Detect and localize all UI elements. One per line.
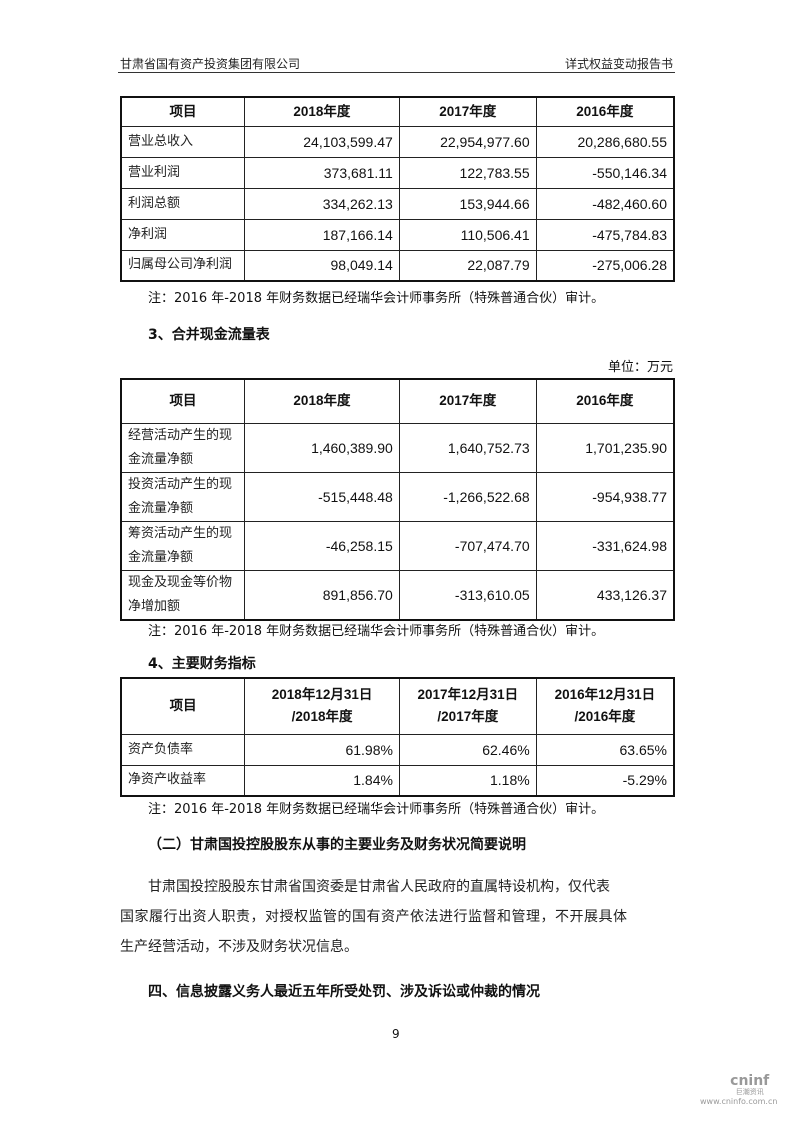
- cell-value: 20,286,680.55: [535, 125, 675, 158]
- cell-value: 63.65%: [535, 733, 675, 766]
- column-header: 项目: [120, 96, 246, 127]
- cell-value: 1,640,752.73: [398, 422, 537, 473]
- indicators-table: 项目 2018年12月31日 /2018年度 2017年12月31日 /2017年度…: [120, 677, 675, 797]
- row-label: 经营活动产生的现金流量净额: [120, 422, 246, 473]
- header-row: 项目 2018年12月31日 /2018年度 2017年12月31日 /2017年度…: [120, 677, 675, 735]
- row-label: 筹资活动产生的现金流量净额: [120, 520, 246, 571]
- row-label: 营业利润: [120, 156, 246, 189]
- table-row: 归属母公司净利润 98,049.14 22,087.79 -275,006.28: [120, 249, 675, 282]
- section-3-title: 3、合并现金流量表: [148, 327, 270, 343]
- cell-value: 433,126.37: [535, 569, 675, 620]
- column-header: 项目: [120, 677, 246, 735]
- row-label: 利润总额: [120, 187, 246, 220]
- row-label: 净资产收益率: [120, 764, 246, 797]
- header-row: 项目 2018年度 2017年度 2016年度: [120, 96, 675, 127]
- cell-value: -313,610.05: [398, 569, 537, 620]
- section-b-title: （二）甘肃国投控股股东从事的主要业务及财务状况简要说明: [148, 837, 526, 853]
- row-label: 资产负债率: [120, 733, 246, 766]
- paragraph-line: 国家履行出资人职责，对授权监管的国有资产依法进行监督和管理，不开展具体: [120, 909, 628, 925]
- cell-value: 1,701,235.90: [535, 422, 675, 473]
- income-table: 项目 2018年度 2017年度 2016年度 营业总收入 24,103,599.47 22…: [120, 96, 675, 282]
- column-header: 2018年度: [244, 378, 400, 424]
- header-rule: [118, 72, 675, 73]
- row-label: 投资活动产生的现金流量净额: [120, 471, 246, 522]
- cell-value: -482,460.60: [535, 187, 675, 220]
- audit-note-1: 注：2016 年-2018 年财务数据已经瑞华会计师事务所（特殊普通合伙）审计。: [148, 291, 605, 306]
- column-header: 2016年度: [535, 96, 675, 127]
- page-number: 9: [392, 1027, 400, 1041]
- cell-value: -475,784.83: [535, 218, 675, 251]
- table-row: 净利润 187,166.14 110,506.41 -475,784.83: [120, 218, 675, 251]
- paragraph-line: 甘肃国投控股股东甘肃省国资委是甘肃省人民政府的直属特设机构，仅代表: [148, 879, 610, 895]
- cell-value: 891,856.70: [244, 569, 400, 620]
- cell-value: 22,087.79: [398, 249, 537, 282]
- cell-value: 62.46%: [398, 733, 537, 766]
- cell-value: 98,049.14: [244, 249, 400, 282]
- cashflow-table: 项目 2018年度 2017年度 2016年度 经营活动产生的现金流量净额 1,460,3…: [120, 378, 675, 621]
- cell-value: 22,954,977.60: [398, 125, 537, 158]
- cell-value: 334,262.13: [244, 187, 400, 220]
- audit-note-2: 注：2016 年-2018 年财务数据已经瑞华会计师事务所（特殊普通合伙）审计。: [148, 624, 605, 639]
- row-label: 归属母公司净利润: [120, 249, 246, 282]
- section-4-title: 4、主要财务指标: [148, 656, 256, 672]
- cell-value: 61.98%: [244, 733, 400, 766]
- cell-value: -5.29%: [535, 764, 675, 797]
- paragraph-line: 生产经营活动，不涉及财务状况信息。: [120, 939, 358, 955]
- table-row: 资产负债率 61.98% 62.46% 63.65%: [120, 733, 675, 766]
- cell-value: 153,944.66: [398, 187, 537, 220]
- column-header: 2016年度: [535, 378, 675, 424]
- cell-value: 187,166.14: [244, 218, 400, 251]
- column-header: 项目: [120, 378, 246, 424]
- header-company: 甘肃省国有资产投资集团有限公司: [120, 57, 301, 71]
- watermark-sub: 巨潮资讯: [735, 1088, 764, 1096]
- column-header: 2018年12月31日 /2018年度: [244, 677, 400, 735]
- column-header: 2017年度: [398, 378, 537, 424]
- cell-value: 1.84%: [244, 764, 400, 797]
- cell-value: -550,146.34: [535, 156, 675, 189]
- column-header: 2016年12月31日 /2016年度: [535, 677, 675, 735]
- cell-value: -331,624.98: [535, 520, 675, 571]
- cell-value: -954,938.77: [535, 471, 675, 522]
- column-header: 2018年度: [244, 96, 400, 127]
- cell-value: 110,506.41: [398, 218, 537, 251]
- table-row: 经营活动产生的现金流量净额 1,460,389.90 1,640,752.73 1,7…: [120, 422, 675, 473]
- cell-value: -275,006.28: [535, 249, 675, 282]
- cell-value: 24,103,599.47: [244, 125, 400, 158]
- unit-label: 单位：万元: [607, 360, 673, 375]
- table-row: 现金及现金等价物净增加额 891,856.70 -313,610.05 433,126…: [120, 569, 675, 620]
- table-row: 投资活动产生的现金流量净额 -515,448.48 -1,266,522.68 -95…: [120, 471, 675, 522]
- column-header: 2017年12月31日 /2017年度: [398, 677, 537, 735]
- watermark-brand: cninf: [730, 1073, 770, 1089]
- table-row: 筹资活动产生的现金流量净额 -46,258.15 -707,474.70 -331,6…: [120, 520, 675, 571]
- header-doc-title: 详式权益变动报告书: [564, 57, 673, 71]
- cell-value: 122,783.55: [398, 156, 537, 189]
- row-label: 净利润: [120, 218, 246, 251]
- cell-value: 373,681.11: [244, 156, 400, 189]
- header-row: 项目 2018年度 2017年度 2016年度: [120, 378, 675, 424]
- audit-note-3: 注：2016 年-2018 年财务数据已经瑞华会计师事务所（特殊普通合伙）审计。: [148, 802, 605, 817]
- table-row: 营业利润 373,681.11 122,783.55 -550,146.34: [120, 156, 675, 189]
- cell-value: 1,460,389.90: [244, 422, 400, 473]
- cell-value: 1.18%: [398, 764, 537, 797]
- row-label: 现金及现金等价物净增加额: [120, 569, 246, 620]
- watermark-url: www.cninfo.com.cn: [700, 1097, 778, 1106]
- cell-value: -515,448.48: [244, 471, 400, 522]
- cninfo-watermark: cninf 巨潮资讯 www.cninfo.com.cn: [700, 1073, 777, 1107]
- table-row: 净资产收益率 1.84% 1.18% -5.29%: [120, 764, 675, 797]
- section-four-title: 四、信息披露义务人最近五年所受处罚、涉及诉讼或仲裁的情况: [148, 984, 540, 1000]
- cell-value: -46,258.15: [244, 520, 400, 571]
- column-header: 2017年度: [398, 96, 537, 127]
- cell-value: -1,266,522.68: [398, 471, 537, 522]
- table-row: 利润总额 334,262.13 153,944.66 -482,460.60: [120, 187, 675, 220]
- cell-value: -707,474.70: [398, 520, 537, 571]
- table-row: 营业总收入 24,103,599.47 22,954,977.60 20,286,68…: [120, 125, 675, 158]
- row-label: 营业总收入: [120, 125, 246, 158]
